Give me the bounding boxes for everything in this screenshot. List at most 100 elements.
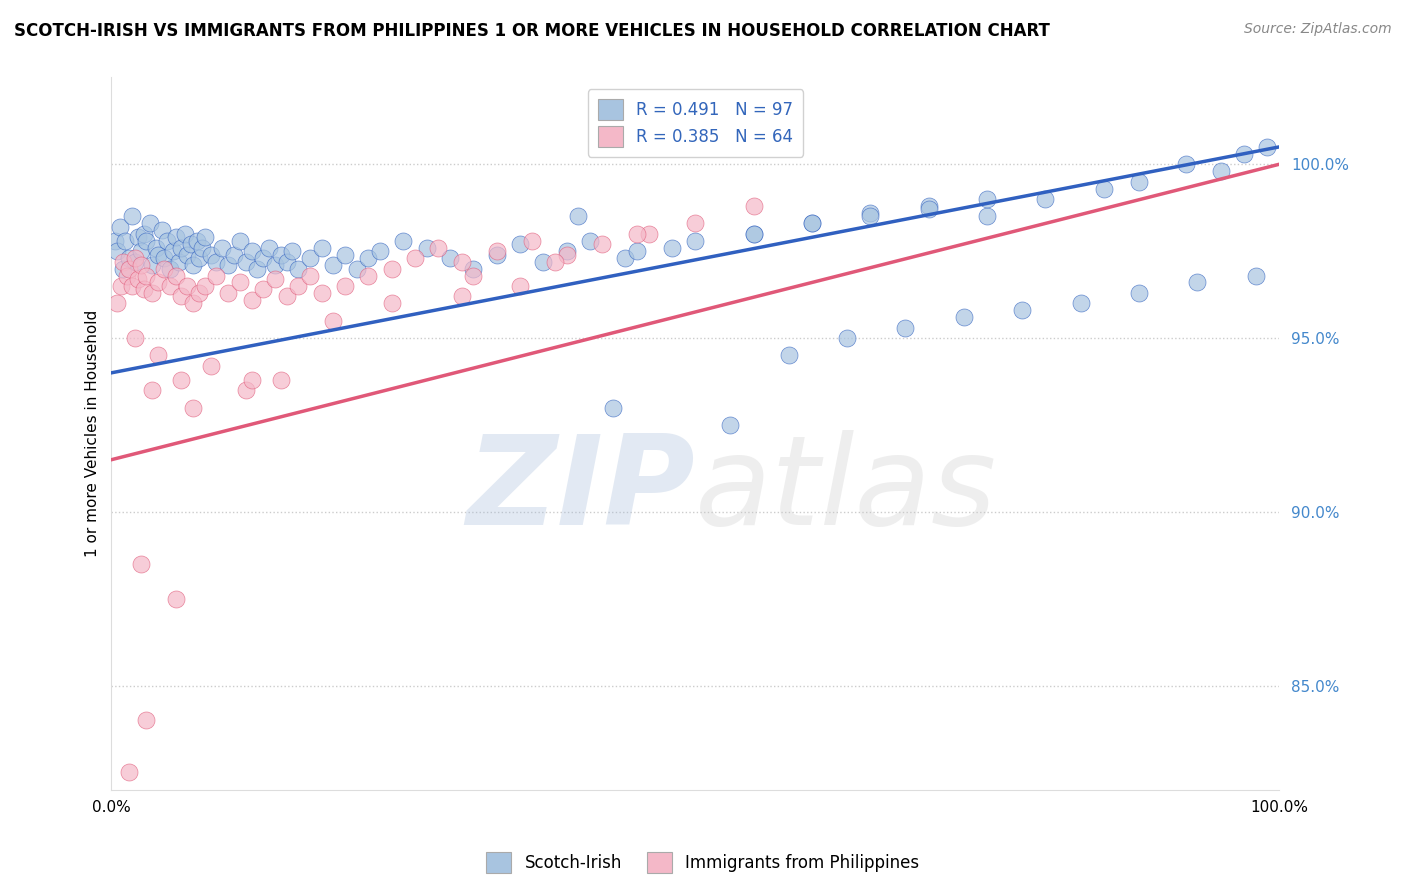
Point	[463, 261, 485, 276]
Point	[114, 234, 136, 248]
Point	[191, 241, 214, 255]
Point	[859, 210, 882, 224]
Point	[252, 251, 274, 265]
Point	[118, 261, 141, 276]
Point	[153, 261, 176, 276]
Point	[200, 359, 222, 373]
Point	[276, 289, 298, 303]
Point	[346, 261, 368, 276]
Point	[1174, 157, 1197, 171]
Point	[229, 234, 252, 248]
Point	[135, 268, 157, 283]
Point	[145, 241, 167, 255]
Point	[162, 244, 184, 259]
Point	[170, 289, 193, 303]
Point	[222, 248, 245, 262]
Point	[742, 227, 765, 241]
Point	[626, 244, 648, 259]
Point	[211, 241, 233, 255]
Point	[1256, 140, 1278, 154]
Point	[108, 219, 131, 234]
Point	[153, 251, 176, 265]
Point	[121, 210, 143, 224]
Point	[105, 296, 128, 310]
Point	[194, 230, 217, 244]
Point	[118, 251, 141, 265]
Point	[381, 261, 404, 276]
Point	[381, 296, 404, 310]
Point	[141, 258, 163, 272]
Point	[115, 268, 138, 283]
Point	[591, 237, 613, 252]
Point	[240, 293, 263, 307]
Point	[287, 261, 309, 276]
Point	[235, 254, 257, 268]
Point	[165, 230, 187, 244]
Point	[952, 310, 974, 325]
Point	[281, 244, 304, 259]
Point	[159, 279, 181, 293]
Point	[976, 210, 998, 224]
Point	[127, 230, 149, 244]
Point	[567, 210, 589, 224]
Point	[170, 373, 193, 387]
Text: SCOTCH-IRISH VS IMMIGRANTS FROM PHILIPPINES 1 OR MORE VEHICLES IN HOUSEHOLD CORR: SCOTCH-IRISH VS IMMIGRANTS FROM PHILIPPI…	[14, 22, 1050, 40]
Point	[270, 248, 292, 262]
Point	[146, 348, 169, 362]
Point	[110, 279, 132, 293]
Point	[129, 244, 152, 259]
Point	[859, 206, 882, 220]
Point	[368, 244, 391, 259]
Point	[150, 223, 173, 237]
Point	[264, 258, 287, 272]
Point	[165, 268, 187, 283]
Point	[439, 251, 461, 265]
Point	[544, 254, 567, 268]
Point	[614, 251, 637, 265]
Point	[188, 285, 211, 300]
Point	[132, 282, 155, 296]
Point	[276, 254, 298, 268]
Point	[132, 227, 155, 241]
Point	[404, 251, 426, 265]
Point	[200, 248, 222, 262]
Point	[165, 591, 187, 606]
Point	[188, 251, 211, 265]
Point	[918, 202, 941, 217]
Point	[127, 272, 149, 286]
Point	[311, 241, 333, 255]
Point	[742, 227, 765, 241]
Point	[450, 254, 472, 268]
Point	[450, 289, 472, 303]
Point	[1128, 175, 1150, 189]
Point	[1011, 303, 1033, 318]
Point	[311, 285, 333, 300]
Point	[129, 258, 152, 272]
Point	[835, 331, 858, 345]
Point	[156, 234, 179, 248]
Text: atlas: atlas	[695, 430, 997, 551]
Point	[1128, 285, 1150, 300]
Point	[129, 557, 152, 571]
Point	[170, 241, 193, 255]
Point	[485, 244, 508, 259]
Point	[509, 237, 531, 252]
Point	[894, 320, 917, 334]
Point	[167, 254, 190, 268]
Point	[333, 279, 356, 293]
Point	[778, 348, 800, 362]
Point	[141, 285, 163, 300]
Point	[976, 192, 998, 206]
Point	[229, 276, 252, 290]
Point	[252, 282, 274, 296]
Point	[463, 268, 485, 283]
Text: ZIP: ZIP	[467, 430, 695, 551]
Legend: R = 0.491   N = 97, R = 0.385   N = 64: R = 0.491 N = 97, R = 0.385 N = 64	[588, 89, 803, 157]
Point	[141, 383, 163, 397]
Point	[180, 237, 202, 252]
Point	[270, 373, 292, 387]
Point	[205, 268, 228, 283]
Point	[176, 279, 198, 293]
Point	[298, 268, 321, 283]
Point	[235, 383, 257, 397]
